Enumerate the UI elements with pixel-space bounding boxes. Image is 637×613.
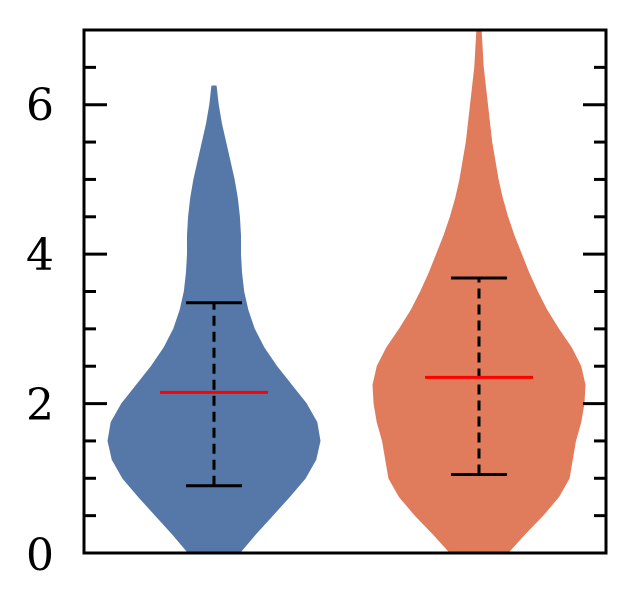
y-tick-label-2: 2 [26,380,54,431]
y-tick-label-0: 0 [26,530,54,581]
y-tick-label-6: 6 [26,80,54,131]
y-tick-label-4: 4 [26,230,54,281]
axes-layer [82,28,608,555]
tick-labels-layer: 0 2 4 6 [26,80,54,581]
violins-layer [107,29,586,554]
